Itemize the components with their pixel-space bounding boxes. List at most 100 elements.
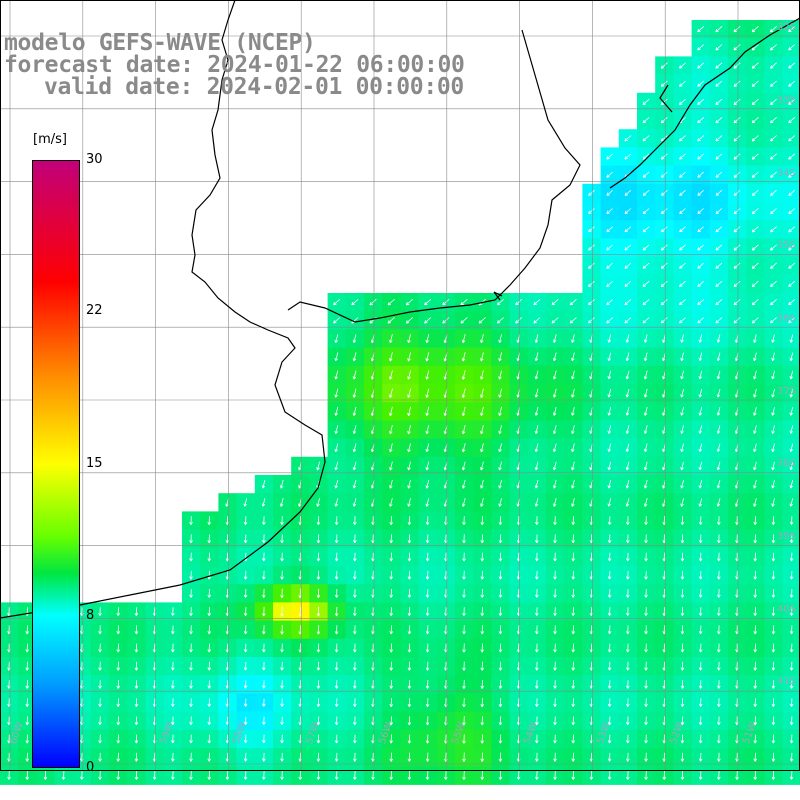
wind-arrow bbox=[607, 425, 612, 434]
wind-arrow bbox=[461, 443, 466, 453]
wind-arrow bbox=[316, 698, 321, 707]
wind-arrow bbox=[134, 716, 139, 726]
wind-arrow bbox=[733, 299, 741, 306]
wind-arrow bbox=[606, 190, 613, 196]
wind-arrow bbox=[607, 589, 612, 598]
wind-arrow bbox=[480, 698, 484, 708]
wind-arrow bbox=[571, 497, 575, 507]
wind-arrow bbox=[353, 661, 357, 671]
wind-arrow bbox=[571, 461, 575, 471]
wind-arrow bbox=[405, 298, 414, 306]
wind-arrow bbox=[498, 406, 502, 416]
wind-arrow bbox=[425, 661, 430, 671]
wind-arrow bbox=[733, 244, 741, 251]
wind-arrow bbox=[462, 516, 466, 526]
wind-arrow bbox=[571, 406, 575, 416]
wind-arrow bbox=[498, 570, 503, 580]
wind-arrow bbox=[571, 661, 576, 671]
wind-arrow bbox=[207, 625, 212, 635]
wind-arrow bbox=[243, 625, 248, 635]
wind-arrow bbox=[334, 552, 339, 562]
wind-arrow bbox=[626, 552, 630, 562]
wind-arrow bbox=[334, 588, 339, 598]
wind-arrow bbox=[680, 443, 684, 453]
wind-arrow bbox=[461, 388, 466, 398]
wind-arrow bbox=[771, 443, 775, 453]
wind-arrow bbox=[480, 607, 485, 617]
wind-arrow bbox=[697, 153, 704, 160]
wind-arrow bbox=[571, 607, 576, 617]
wind-arrow bbox=[789, 443, 794, 452]
wind-arrow bbox=[789, 680, 794, 689]
wind-arrow bbox=[571, 588, 576, 598]
wind-arrow bbox=[571, 443, 575, 453]
wind-arrow bbox=[207, 752, 212, 762]
wind-arrow bbox=[444, 770, 448, 780]
wind-arrow bbox=[498, 661, 503, 671]
wind-arrow bbox=[353, 734, 357, 744]
wind-arrow bbox=[607, 388, 612, 398]
wind-arrow bbox=[262, 534, 266, 544]
wind-arrow bbox=[771, 625, 776, 635]
wind-arrow bbox=[316, 552, 321, 562]
wind-arrow bbox=[717, 570, 721, 580]
wind-arrow bbox=[679, 280, 686, 287]
wind-arrow bbox=[407, 643, 412, 653]
wind-arrow bbox=[625, 498, 630, 507]
wind-arrow bbox=[535, 680, 539, 689]
wind-arrow bbox=[407, 352, 411, 362]
wind-arrow bbox=[280, 680, 284, 689]
wind-arrow bbox=[425, 370, 430, 380]
colorbar-tick: 22 bbox=[86, 303, 103, 318]
lat-label: 40S bbox=[776, 604, 796, 615]
wind-arrow bbox=[280, 534, 284, 544]
wind-arrow bbox=[334, 352, 339, 362]
wind-arrow bbox=[480, 406, 484, 416]
wind-arrow bbox=[624, 317, 632, 324]
wind-arrow bbox=[626, 607, 630, 616]
wind-arrow bbox=[626, 570, 630, 580]
wind-arrow bbox=[552, 406, 557, 416]
wind-arrow bbox=[789, 698, 794, 707]
wind-arrow bbox=[171, 771, 175, 780]
wind-arrow bbox=[788, 171, 796, 178]
wind-arrow bbox=[516, 770, 521, 780]
wind-arrow bbox=[642, 189, 650, 196]
wind-arrow bbox=[571, 516, 576, 526]
wind-arrow bbox=[626, 770, 630, 780]
wind-arrow bbox=[607, 716, 612, 726]
wind-arrow bbox=[571, 552, 576, 562]
wind-arrow bbox=[642, 280, 650, 287]
wind-arrow bbox=[607, 643, 612, 653]
lat-label: 38S bbox=[776, 458, 796, 469]
wind-arrow bbox=[461, 497, 466, 507]
wind-arrow bbox=[189, 607, 193, 617]
wind-arrow bbox=[425, 752, 430, 762]
wind-arrow bbox=[625, 352, 630, 362]
wind-arrow bbox=[733, 98, 741, 106]
wind-arrow bbox=[607, 479, 612, 489]
lat-label: 32S bbox=[776, 22, 796, 33]
wind-arrow bbox=[534, 461, 539, 471]
wind-arrow bbox=[588, 244, 595, 251]
wind-arrow bbox=[243, 698, 248, 707]
wind-arrow bbox=[571, 425, 575, 434]
wind-arrow bbox=[461, 479, 466, 489]
wind-arrow bbox=[698, 552, 703, 562]
wind-arrow bbox=[551, 299, 559, 306]
wind-arrow bbox=[334, 516, 339, 526]
wind-arrow bbox=[116, 752, 121, 762]
wind-arrow bbox=[480, 570, 485, 580]
wind-arrow bbox=[680, 407, 684, 416]
lat-label: 39S bbox=[776, 531, 796, 542]
wind-arrow bbox=[316, 588, 321, 599]
wind-arrow bbox=[717, 625, 721, 635]
wind-arrow bbox=[698, 498, 703, 507]
wind-arrow bbox=[698, 752, 703, 762]
wind-arrow bbox=[334, 406, 339, 416]
wind-arrow bbox=[680, 680, 685, 689]
wind-arrow bbox=[25, 770, 30, 780]
wind-arrow bbox=[751, 116, 759, 124]
wind-arrow bbox=[717, 589, 721, 598]
wind-arrow bbox=[389, 552, 394, 562]
